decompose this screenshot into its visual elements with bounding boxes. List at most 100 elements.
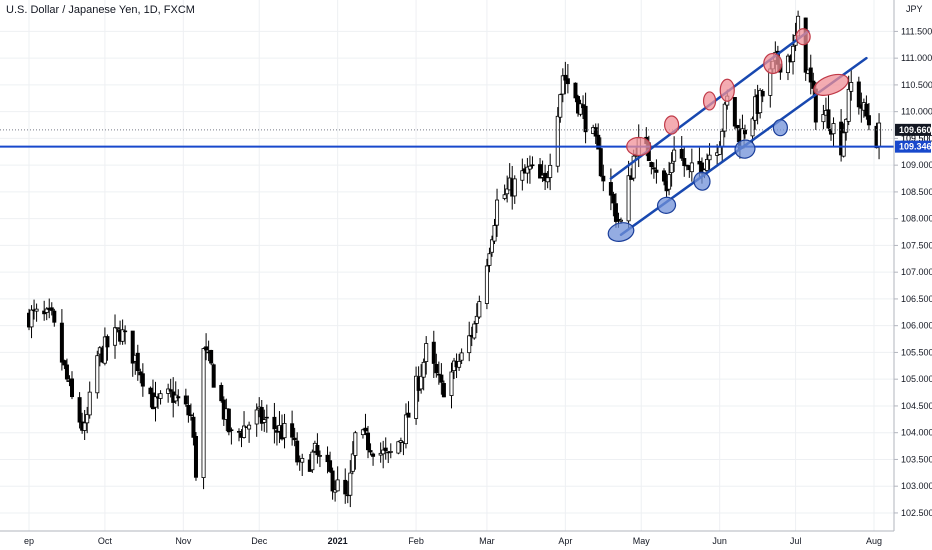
candle	[472, 320, 477, 340]
support-marker[interactable]	[772, 119, 788, 137]
support-marker[interactable]	[693, 171, 712, 192]
x-tick-label: Apr	[558, 536, 572, 546]
candle	[135, 344, 140, 381]
candle	[866, 103, 871, 131]
candle	[105, 334, 110, 361]
candle	[722, 101, 727, 138]
candle	[264, 404, 269, 433]
candle	[821, 104, 826, 130]
candle	[350, 441, 355, 475]
y-tick-label: 104.000	[901, 428, 932, 438]
candle	[545, 171, 550, 189]
candle	[153, 381, 158, 422]
candle	[325, 446, 330, 474]
candle	[186, 395, 191, 423]
candle	[492, 218, 497, 245]
candle	[95, 350, 100, 399]
candle	[85, 406, 90, 434]
y-tick-label: 110.500	[901, 80, 932, 90]
resistance-marker[interactable]	[795, 28, 811, 46]
resistance-marker[interactable]	[719, 78, 735, 102]
candle	[527, 155, 532, 184]
candle	[254, 403, 259, 437]
candle	[846, 75, 851, 126]
candle	[290, 410, 295, 446]
candle	[598, 137, 603, 178]
candle	[611, 191, 616, 217]
candle	[558, 93, 563, 123]
y-tick-label: 109.500	[901, 133, 932, 143]
candle	[502, 184, 507, 201]
candle	[601, 164, 606, 192]
candle	[188, 403, 193, 421]
candle	[414, 366, 419, 425]
y-tick-label: 106.000	[901, 321, 932, 331]
candle	[292, 427, 297, 447]
x-tick-label: Oct	[98, 536, 113, 546]
candle	[593, 123, 598, 144]
resistance-marker[interactable]	[664, 115, 680, 135]
candle	[335, 466, 340, 492]
support-marker[interactable]	[606, 220, 636, 244]
candle	[856, 76, 861, 115]
candle	[735, 124, 740, 143]
markers[interactable]	[606, 28, 851, 244]
candle	[300, 453, 305, 476]
candle	[388, 443, 393, 459]
resistance-marker[interactable]	[763, 52, 783, 75]
candle	[209, 349, 214, 366]
candle	[120, 319, 125, 345]
candle	[158, 390, 163, 405]
candle	[439, 363, 444, 395]
resistance-marker[interactable]	[811, 70, 851, 99]
support-marker[interactable]	[733, 138, 757, 161]
candle	[826, 95, 831, 132]
candle	[505, 175, 510, 203]
candle	[758, 88, 763, 119]
candle	[140, 363, 145, 397]
horizontal-line-label-bg	[895, 140, 931, 153]
y-tick-label: 107.000	[901, 267, 932, 277]
candle	[667, 161, 672, 196]
x-tick-label: Dec	[251, 536, 268, 546]
candle	[732, 97, 737, 130]
resistance-marker[interactable]	[702, 91, 717, 111]
candle	[530, 156, 535, 169]
y-tick-label: 103.500	[901, 454, 932, 464]
candle	[82, 409, 87, 440]
candle	[791, 34, 796, 75]
candle	[565, 64, 570, 94]
candle	[368, 443, 373, 456]
resistance-marker[interactable]	[626, 136, 652, 157]
candle	[166, 383, 171, 403]
candle	[525, 157, 530, 184]
candle	[371, 452, 376, 466]
candle	[563, 61, 568, 95]
candle	[102, 327, 107, 366]
candle	[211, 363, 216, 388]
support-marker[interactable]	[656, 196, 677, 215]
candle	[87, 381, 92, 419]
x-tick-label: Jul	[790, 536, 802, 546]
candle	[310, 449, 315, 473]
candle	[381, 440, 386, 469]
candle	[62, 359, 67, 370]
candle	[520, 158, 525, 191]
candle	[669, 152, 674, 187]
candle	[403, 403, 408, 449]
candle	[555, 107, 560, 173]
candle	[474, 303, 479, 334]
y-tick-label: 110.000	[901, 107, 932, 117]
candle	[123, 325, 128, 345]
x-tick-label: Jun	[712, 536, 727, 546]
candle	[315, 433, 320, 464]
candle	[168, 378, 173, 398]
candle	[115, 327, 120, 333]
candle	[484, 258, 489, 310]
candle	[434, 353, 439, 378]
candle	[649, 161, 654, 175]
candle	[176, 389, 181, 407]
candle	[831, 117, 836, 147]
